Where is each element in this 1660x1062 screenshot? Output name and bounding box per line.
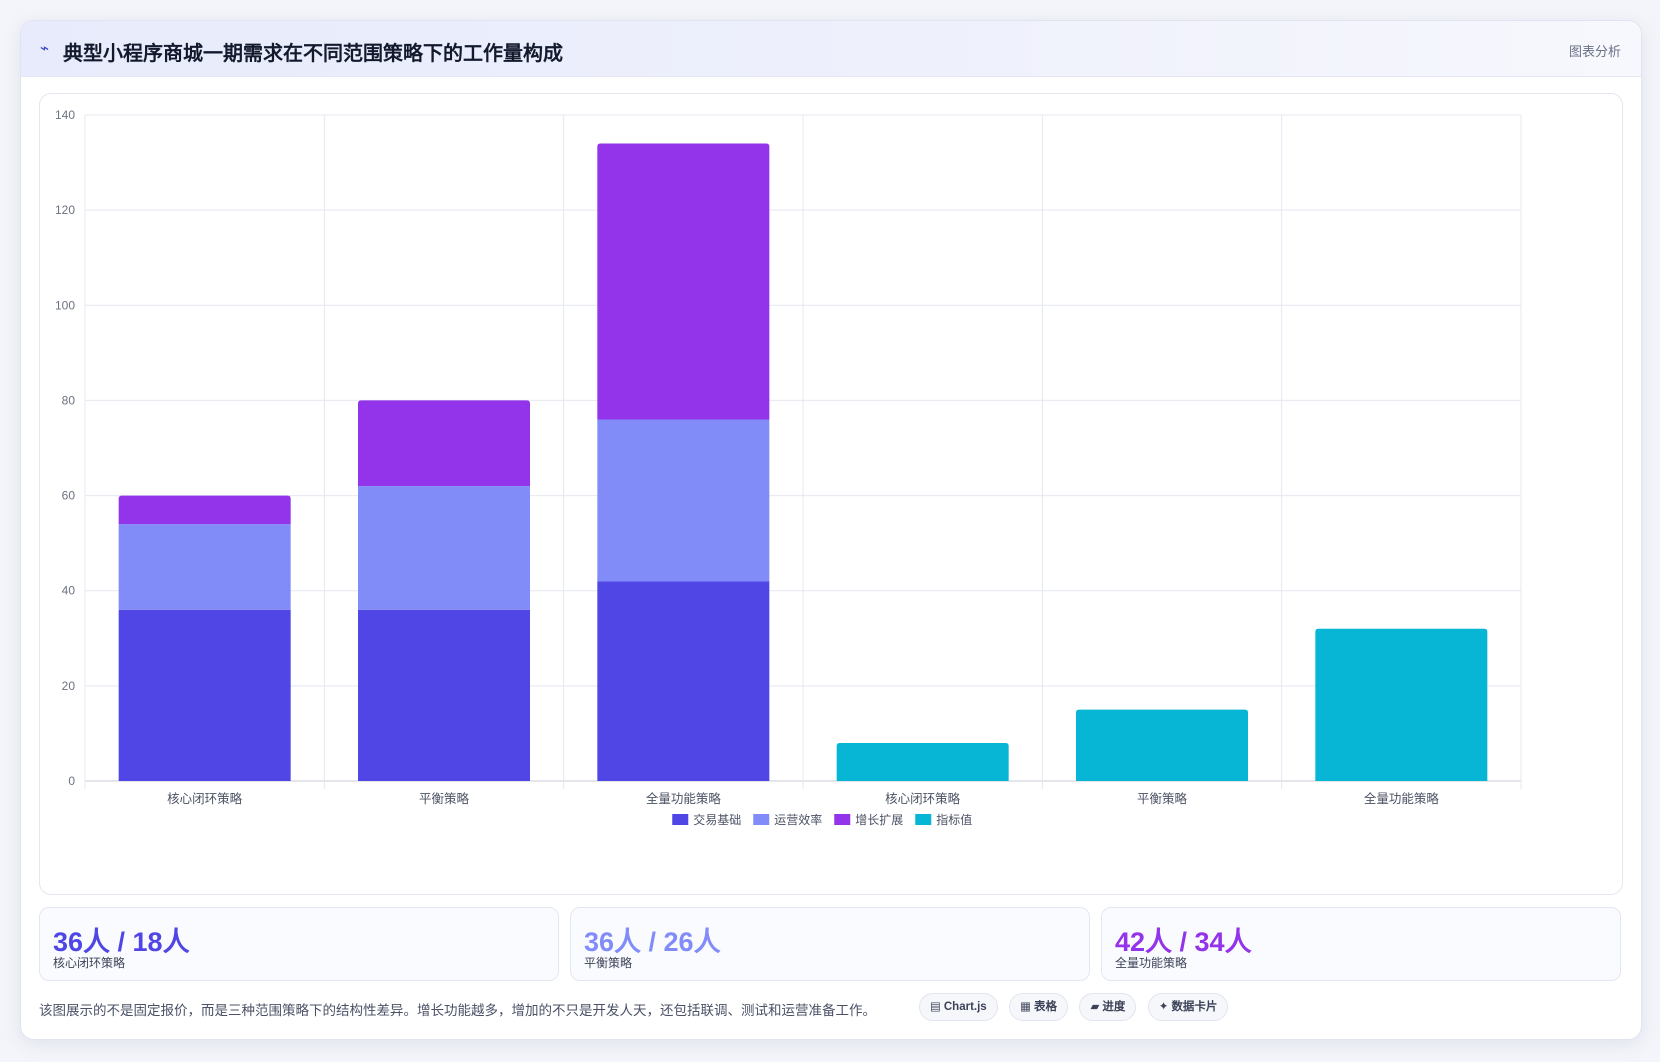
chip-data-card[interactable]: ✦ 数据卡片 <box>1147 993 1229 1021</box>
stat-value: 36人 / 26人 <box>584 927 721 957</box>
sparkle-icon: ✦ <box>1158 1001 1169 1013</box>
bar-segment <box>597 143 770 420</box>
y-tick-label: 20 <box>62 679 76 693</box>
bar-segment <box>836 742 1009 781</box>
x-tick-label: 全量功能策略 <box>1364 791 1440 806</box>
stat-label: 平衡策略 <box>584 956 633 970</box>
y-tick-label: 60 <box>62 489 76 503</box>
stat-label: 全量功能策略 <box>1115 956 1188 970</box>
chip-progress[interactable]: ▰ 进度 <box>1079 993 1137 1021</box>
bar-segment <box>118 495 291 525</box>
progress-icon: ▰ <box>1090 1001 1100 1013</box>
stat-value: 42人 / 34人 <box>1115 927 1252 957</box>
chip-label: 数据卡片 <box>1171 1001 1218 1013</box>
stat-card-core: 36人 / 18人 核心闭环策略 <box>39 907 559 981</box>
legend-label: 交易基础 <box>693 812 741 827</box>
y-tick-label: 0 <box>68 774 75 788</box>
bar-segment <box>1076 709 1248 781</box>
stat-card-balanced: 36人 / 26人 平衡策略 <box>570 907 1090 981</box>
stat-label: 核心闭环策略 <box>53 956 126 970</box>
legend-label: 指标值 <box>936 812 972 827</box>
x-tick-label: 平衡策略 <box>1137 791 1188 806</box>
chart-card: ⌁ 典型小程序商城一期需求在不同范围策略下的工作量构成 图表分析 0 20 40 60… <box>20 20 1642 1040</box>
legend-swatch <box>834 814 851 825</box>
y-tick-label: 40 <box>62 584 76 598</box>
legend-label: 增长扩展 <box>855 813 903 827</box>
y-tick-label: 140 <box>55 108 75 122</box>
stat-value: 36人 / 18人 <box>53 927 190 957</box>
chart-footnote: 该图展示的不是固定报价，而是三种范围策略下的结构性差异。增长功能越多，增加的不只… <box>39 1003 876 1018</box>
x-tick-label: 全量功能策略 <box>646 791 722 806</box>
bar-segment <box>597 581 770 781</box>
legend-label: 运营效率 <box>774 812 822 827</box>
chart-icon: ▤ <box>930 1001 941 1013</box>
bar-segment <box>1315 628 1488 781</box>
stacked-bar-chart: 0 20 40 60 80 100 120 140 核心闭环策略 平衡策略 全量功能策略 核心闭环策略… <box>55 108 1522 827</box>
x-tick-label: 平衡策略 <box>419 791 470 806</box>
chip-label: 表格 <box>1034 1001 1058 1013</box>
x-tick-label: 核心闭环策略 <box>885 791 961 806</box>
bar-segment <box>118 524 291 610</box>
x-tick-label: 核心闭环策略 <box>167 791 243 806</box>
chart-panel: 0 20 40 60 80 100 120 140 核心闭环策略 平衡策略 全量功能策略 核心闭环策略… <box>39 93 1623 895</box>
chip-label: Chart.js <box>943 1001 987 1013</box>
bar-segment <box>358 400 530 487</box>
y-tick-label: 80 <box>62 393 76 407</box>
page-title: 典型小程序商城一期需求在不同范围策略下的工作量构成 <box>63 43 563 65</box>
y-tick-label: 100 <box>55 298 75 312</box>
table-icon: ▦ <box>1020 1001 1032 1013</box>
legend-swatch <box>915 814 932 825</box>
stat-card-full: 42人 / 34人 全量功能策略 <box>1101 907 1621 981</box>
tech-chips: ▤ Chart.js ▦ 表格 ▰ 进度 ✦ 数据卡片 <box>919 993 1235 1021</box>
y-tick-label: 120 <box>55 203 75 217</box>
chart-icon: ⌁ <box>40 40 50 57</box>
bar-segment <box>118 609 291 781</box>
stat-cards: 36人 / 18人 核心闭环策略 36人 / 26人 平衡策略 42人 / 34… <box>39 907 1623 981</box>
legend-swatch <box>753 814 770 825</box>
bar-segment <box>597 419 770 582</box>
legend-swatch <box>672 814 689 825</box>
bar-segment <box>358 609 530 781</box>
chip-chartjs[interactable]: ▤ Chart.js <box>919 993 998 1021</box>
card-header: ⌁ 典型小程序商城一期需求在不同范围策略下的工作量构成 图表分析 <box>21 21 1641 77</box>
bar-segment <box>358 486 530 610</box>
chart-type-tag: 图表分析 <box>1568 44 1621 59</box>
chip-label: 进度 <box>1102 1001 1126 1013</box>
chip-table[interactable]: ▦ 表格 <box>1009 993 1069 1021</box>
